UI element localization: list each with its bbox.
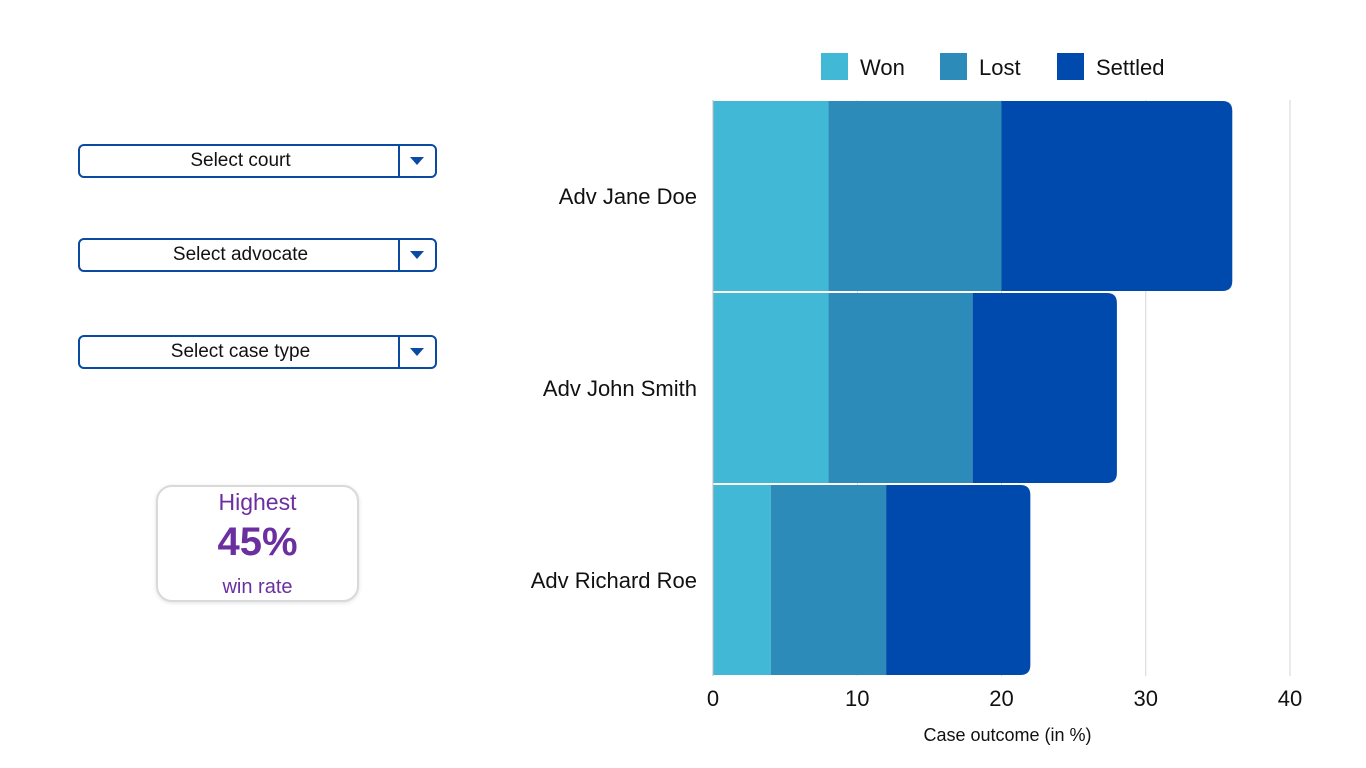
case-type-select-toggle[interactable]: [398, 337, 435, 367]
court-select-label: Select court: [190, 150, 291, 171]
bar-segment: [886, 485, 1031, 675]
win-rate-value: 45%: [217, 520, 298, 564]
win-rate-card-title: Highest: [218, 489, 297, 515]
win-rate-card-caption: win rate: [222, 576, 293, 598]
x-tick-label: 30: [1134, 686, 1158, 711]
bar-segment: [713, 101, 829, 291]
court-select[interactable]: Select court: [78, 144, 437, 178]
chevron-down-icon: [410, 157, 424, 165]
advocate-select-toggle[interactable]: [398, 240, 435, 270]
category-label: Adv Richard Roe: [531, 568, 697, 593]
bar-segment: [770, 485, 887, 675]
bar-segment: [828, 101, 1002, 291]
legend-label: Won: [860, 55, 905, 80]
x-tick-label: 40: [1278, 686, 1302, 711]
advocate-select[interactable]: Select advocate: [78, 238, 437, 272]
bar-segment: [972, 293, 1117, 483]
bar-segment: [713, 485, 771, 675]
court-select-toggle[interactable]: [398, 146, 435, 176]
advocate-select-label: Select advocate: [172, 244, 309, 265]
x-axis-title: Case outcome (in %): [923, 725, 1091, 745]
legend-swatch: [821, 53, 848, 80]
chevron-down-icon: [410, 251, 424, 259]
category-label: Adv John Smith: [543, 376, 697, 401]
legend-label: Settled: [1096, 55, 1165, 80]
case-type-select[interactable]: Select case type: [78, 335, 437, 369]
case-type-select-label: Select case type: [170, 341, 311, 362]
x-tick-label: 10: [845, 686, 869, 711]
bar-segment: [828, 293, 973, 483]
legend-swatch: [1057, 53, 1084, 80]
bar-segment: [1001, 101, 1233, 291]
legend-swatch: [940, 53, 967, 80]
bar-segment: [713, 293, 829, 483]
category-label: Adv Jane Doe: [559, 184, 697, 209]
win-rate-card: Highest 45% win rate: [156, 485, 359, 602]
chevron-down-icon: [410, 348, 424, 356]
x-tick-label: 0: [707, 686, 719, 711]
x-tick-label: 20: [989, 686, 1013, 711]
legend-label: Lost: [979, 55, 1021, 80]
